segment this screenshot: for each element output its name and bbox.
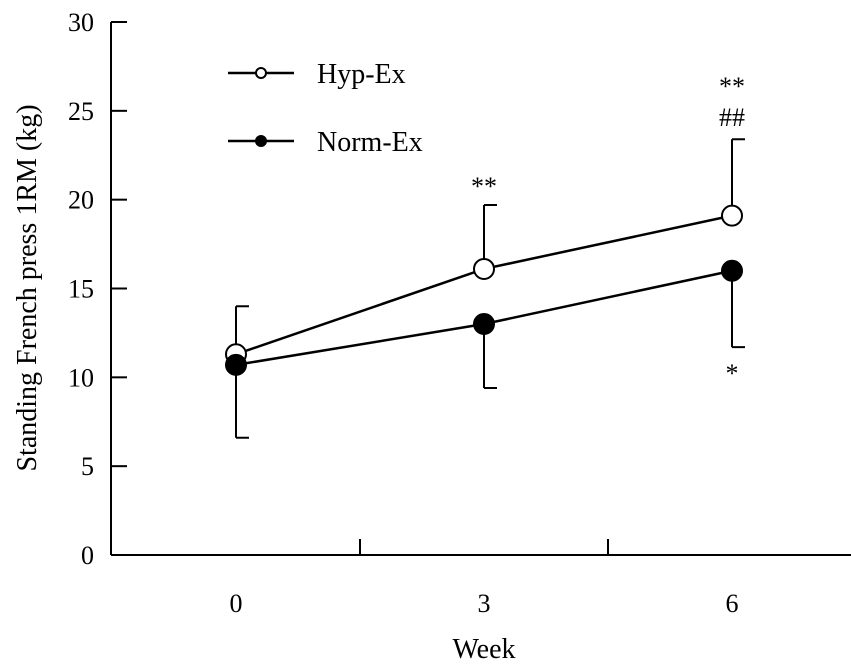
y-tick-label: 30 [68, 8, 94, 37]
data-point-norm-ex [721, 259, 743, 282]
data-points [225, 204, 743, 376]
legend-marker-norm-ex [255, 135, 267, 147]
legend-marker-hyp-ex [255, 67, 267, 79]
x-tick-label: 0 [230, 589, 243, 618]
legend: Hyp-Ex Norm-Ex [228, 59, 423, 158]
y-axis-title: Standing French press 1RM (kg) [12, 104, 43, 471]
significance-mark: ## [719, 103, 745, 132]
y-tick-label: 20 [68, 186, 94, 215]
x-ticks: 0 3 6 [230, 589, 739, 618]
y-tick-label: 0 [81, 541, 94, 570]
x-tick-label: 6 [726, 589, 739, 618]
y-tick-label: 5 [81, 452, 94, 481]
data-point-hyp-ex [473, 257, 495, 280]
x-tick-label: 3 [478, 589, 491, 618]
x-axis-title: Week [452, 634, 515, 665]
axes [110, 22, 851, 556]
significance-annotations: ****##* [471, 72, 745, 388]
significance-mark: ** [471, 172, 497, 201]
y-ticks: 0 5 10 15 20 25 30 [68, 8, 127, 570]
y-tick-label: 15 [68, 275, 94, 304]
significance-mark: * [726, 359, 739, 388]
y-tick-label: 10 [68, 363, 94, 392]
significance-mark: ** [719, 72, 745, 101]
data-point-norm-ex [225, 353, 247, 376]
legend-label-norm-ex: Norm-Ex [317, 127, 423, 158]
data-point-hyp-ex [721, 204, 743, 227]
data-point-norm-ex [473, 313, 495, 336]
y-tick-label: 25 [68, 97, 94, 126]
legend-label-hyp-ex: Hyp-Ex [317, 59, 406, 90]
